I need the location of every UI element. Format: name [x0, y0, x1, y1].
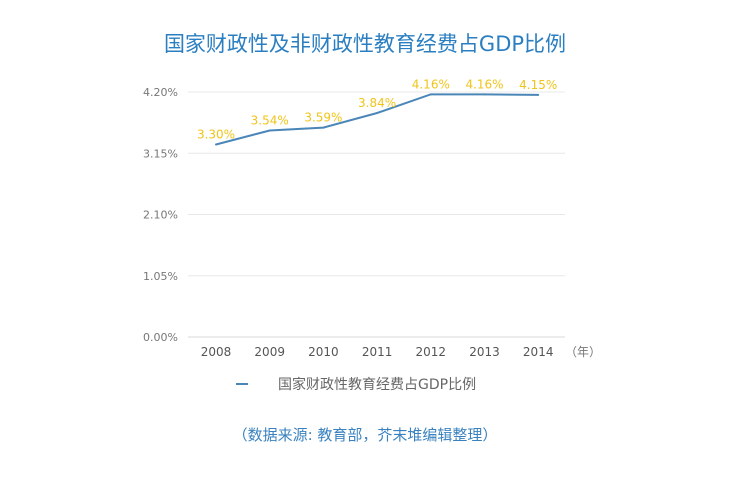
legend-swatch — [236, 383, 248, 385]
data-label: 3.84% — [358, 96, 396, 110]
x-tick-label: 2010 — [308, 345, 339, 359]
y-tick-label: 2.10% — [143, 209, 178, 222]
data-point — [376, 112, 379, 114]
y-tick-label: 4.20% — [143, 86, 178, 99]
data-point — [537, 93, 540, 96]
chart-title: 国家财政性及非财政性教育经费占GDP比例 — [163, 32, 567, 56]
x-tick-label: 2012 — [416, 345, 447, 359]
data-point — [483, 93, 486, 96]
legend: 国家财政性教育经费占GDP比例 — [236, 374, 476, 394]
y-tick-label: 3.15% — [143, 147, 178, 160]
data-source-note: （数据来源: 教育部，芥末堆编辑整理） — [232, 426, 498, 444]
data-point — [429, 93, 432, 96]
x-tick-label: 2013 — [469, 345, 500, 359]
y-tick-label: 0.00% — [143, 331, 178, 344]
x-tick-label: 2009 — [254, 345, 285, 359]
x-tick-label: 2011 — [362, 345, 393, 359]
data-label: 3.54% — [251, 114, 289, 128]
data-point — [322, 126, 325, 129]
data-point — [215, 143, 217, 146]
data-point — [268, 129, 271, 132]
data-label: 4.16% — [412, 77, 450, 91]
data-label: 3.30% — [197, 128, 235, 142]
x-axis-unit: （年） — [565, 345, 601, 359]
x-tick-label: 2008 — [201, 345, 232, 359]
x-tick-label: 2014 — [523, 345, 554, 359]
data-label: 4.15% — [519, 78, 557, 92]
data-label: 4.16% — [465, 77, 503, 91]
y-tick-label: 1.05% — [143, 270, 178, 283]
data-label: 3.59% — [304, 111, 342, 125]
legend-label: 国家财政性教育经费占GDP比例 — [278, 377, 477, 393]
